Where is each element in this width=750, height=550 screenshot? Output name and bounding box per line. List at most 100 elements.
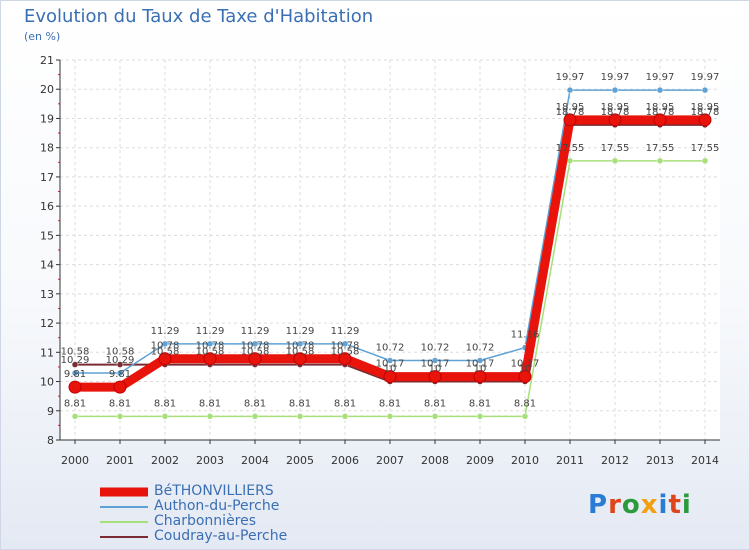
data-point-charbonni-res	[611, 157, 619, 165]
y-tick-label: 18	[40, 142, 54, 155]
legend-label-coudray-au-perche: Coudray-au-Perche	[154, 528, 288, 544]
data-point-b-thonvilliers	[608, 113, 622, 127]
x-tick-label: 2013	[646, 454, 674, 467]
data-label-authon-du-perche: 19.97	[601, 72, 630, 83]
data-point-charbonni-res	[296, 413, 304, 420]
data-label-coudray-au-perche: 18.78	[601, 107, 630, 118]
data-label-b-thonvilliers: 10.78	[286, 341, 315, 352]
x-tick-label: 2009	[466, 454, 494, 467]
data-point-b-thonvilliers	[338, 352, 352, 366]
data-label-b-thonvilliers: 18.95	[691, 102, 720, 113]
data-label-authon-du-perche: 11.29	[286, 326, 315, 337]
data-point-b-thonvilliers	[428, 370, 442, 384]
data-label-coudray-au-perche: 18.78	[691, 107, 720, 118]
data-point-charbonni-res	[476, 413, 484, 420]
data-label-charbonni-res: 8.81	[244, 398, 266, 409]
data-label-charbonni-res: 8.81	[289, 398, 311, 409]
x-tick-label: 2006	[331, 454, 359, 467]
data-label-coudray-au-perche: 10	[474, 364, 487, 375]
data-point-charbonni-res	[521, 413, 529, 420]
data-label-coudray-au-perche: 18.78	[646, 107, 675, 118]
data-label-b-thonvilliers: 9.81	[64, 369, 86, 380]
data-point-authon-du-perche	[341, 340, 349, 348]
y-tick-label: 14	[40, 259, 54, 272]
data-label-authon-du-perche: 10.29	[61, 355, 90, 366]
data-point-charbonni-res	[71, 413, 79, 420]
x-tick-label: 2001	[106, 454, 134, 467]
y-tick-label: 12	[40, 317, 54, 330]
data-point-authon-du-perche	[116, 369, 124, 377]
y-tick-label: 19	[40, 112, 54, 125]
data-point-charbonni-res	[161, 413, 169, 420]
y-tick-label: 17	[40, 171, 54, 184]
logo-letter: r	[608, 490, 622, 520]
data-point-b-thonvilliers	[473, 370, 487, 384]
data-point-b-thonvilliers	[248, 352, 262, 366]
data-label-b-thonvilliers: 10.78	[196, 341, 225, 352]
data-label-authon-du-perche: 10.72	[421, 342, 450, 353]
data-point-authon-du-perche	[611, 86, 619, 94]
data-label-authon-du-perche: 11.16	[511, 330, 540, 341]
data-label-coudray-au-perche: 10.58	[196, 347, 225, 358]
data-label-charbonni-res: 8.81	[424, 398, 446, 409]
data-label-charbonni-res: 17.55	[556, 143, 585, 154]
data-point-authon-du-perche	[431, 357, 439, 364]
data-label-coudray-au-perche: 10.58	[241, 347, 270, 358]
data-label-authon-du-perche: 11.29	[151, 326, 180, 337]
logo-letter: t	[668, 490, 682, 520]
y-tick-label: 8	[47, 434, 54, 447]
data-label-b-thonvilliers: 10.17	[421, 359, 450, 370]
y-tick-label: 15	[40, 229, 54, 242]
data-label-authon-du-perche: 10.72	[376, 342, 405, 353]
data-point-b-thonvilliers	[383, 370, 397, 384]
legend-label-charbonni-res: Charbonnières	[154, 513, 257, 529]
x-tick-label: 2000	[61, 454, 89, 467]
data-label-authon-du-perche: 10.72	[466, 342, 495, 353]
x-tick-label: 2002	[151, 454, 179, 467]
data-label-charbonni-res: 8.81	[199, 398, 221, 409]
data-point-b-thonvilliers	[203, 352, 217, 366]
data-label-coudray-au-perche: 10	[384, 364, 397, 375]
data-point-authon-du-perche	[656, 86, 664, 94]
data-label-charbonni-res: 8.81	[109, 398, 131, 409]
data-point-charbonni-res	[206, 413, 214, 420]
data-label-b-thonvilliers: 10.17	[376, 359, 405, 370]
data-label-charbonni-res: 8.81	[514, 398, 536, 409]
data-label-authon-du-perche: 10.29	[106, 355, 135, 366]
data-label-b-thonvilliers: 10.17	[466, 359, 495, 370]
data-point-charbonni-res	[341, 413, 349, 420]
logo-letter: o	[621, 490, 641, 520]
data-point-authon-du-perche	[701, 86, 709, 94]
data-label-coudray-au-perche: 10.58	[286, 347, 315, 358]
data-label-charbonni-res: 17.55	[601, 143, 630, 154]
y-tick-label: 20	[40, 83, 54, 96]
data-point-b-thonvilliers	[68, 380, 82, 394]
logo-letter: i	[681, 490, 692, 520]
x-tick-label: 2003	[196, 454, 224, 467]
data-point-authon-du-perche	[251, 340, 259, 348]
data-point-b-thonvilliers	[563, 113, 577, 127]
x-tick-label: 2005	[286, 454, 314, 467]
logo-letter: P	[588, 490, 609, 520]
proxiti-logo: Proxiti	[588, 490, 692, 520]
data-point-charbonni-res	[566, 157, 574, 165]
data-label-charbonni-res: 8.81	[154, 398, 176, 409]
legend-label-b-thonvilliers: BéTHONVILLIERS	[154, 483, 274, 499]
data-point-b-thonvilliers	[653, 113, 667, 127]
data-label-b-thonvilliers: 18.95	[646, 102, 675, 113]
x-tick-label: 2014	[691, 454, 719, 467]
data-label-authon-du-perche: 11.29	[241, 326, 270, 337]
data-point-b-thonvilliers	[113, 380, 127, 394]
data-label-coudray-au-perche: 10	[519, 364, 532, 375]
data-label-charbonni-res: 8.81	[334, 398, 356, 409]
data-point-authon-du-perche	[476, 357, 484, 364]
y-tick-label: 9	[47, 405, 54, 418]
data-point-authon-du-perche	[206, 340, 214, 348]
logo-letter: i	[658, 490, 669, 520]
data-label-charbonni-res: 17.55	[691, 143, 720, 154]
data-point-b-thonvilliers	[698, 113, 712, 127]
x-tick-label: 2011	[556, 454, 584, 467]
data-label-b-thonvilliers: 10.78	[241, 341, 270, 352]
chart-title: Evolution du Taux de Taxe d'Habitation	[24, 6, 374, 27]
x-tick-label: 2012	[601, 454, 629, 467]
